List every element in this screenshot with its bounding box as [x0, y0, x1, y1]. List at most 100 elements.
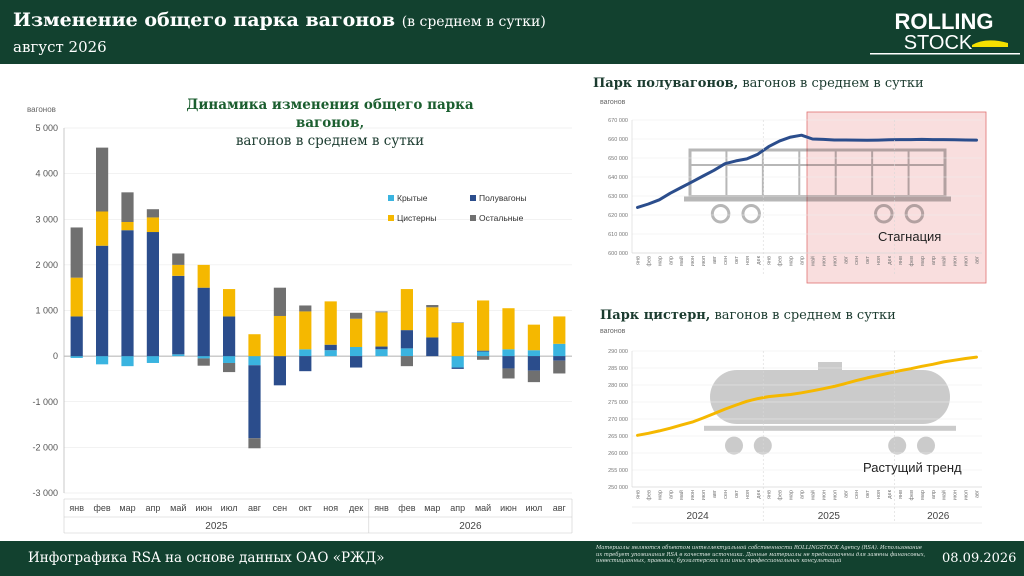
- bar-segment-tank: [451, 322, 464, 357]
- main-ytick-label: 4 000: [35, 169, 58, 179]
- tankChart-xtick-label: мар: [657, 490, 663, 500]
- bar-segment-gondola: [70, 316, 83, 357]
- stagnation-label: Стагнация: [878, 229, 942, 244]
- bar-segment-covered: [172, 354, 185, 357]
- bar-segment-other: [248, 438, 261, 449]
- gondolaChart-xtick-label: авг: [843, 256, 849, 264]
- gondolaChart-xtick-label: сен: [854, 256, 860, 265]
- bar-segment-covered: [70, 356, 83, 358]
- tankChart-xtick-label: сен: [723, 490, 729, 499]
- tankChart-ytick-label: 275 000: [608, 400, 628, 406]
- bar-segment-gondola: [502, 356, 515, 369]
- bar-segment-tank: [426, 307, 439, 338]
- bar-segment-covered: [121, 356, 134, 367]
- tankChart-xtick-label: фев: [909, 490, 915, 501]
- bar-segment-other: [527, 370, 540, 383]
- gondolaChart-xtick-label: апр: [931, 256, 937, 265]
- gondolaChart-ytick-label: 650 000: [608, 156, 628, 162]
- tankChart-xtick-label: дек: [756, 489, 762, 498]
- tankChart-xtick-label: ноя: [745, 490, 751, 499]
- bar-segment-other: [273, 287, 286, 316]
- legend-label-covered: Крытые: [397, 193, 428, 203]
- gondolaChart-xtick-label: сен: [723, 256, 729, 265]
- gondolaChart-xtick-label: ноя: [745, 256, 751, 265]
- gondolaChart-xtick-label: май: [678, 256, 685, 266]
- legend-label-other: Остальные: [479, 213, 524, 223]
- gondola-wagon-wheel: [904, 204, 925, 224]
- bar-segment-other: [197, 358, 210, 366]
- main-xtick-label: мар: [119, 503, 135, 513]
- main-ytick-label: 3 000: [35, 214, 58, 224]
- gondolaChart-xtick-label: фев: [909, 256, 915, 267]
- bar-segment-tank: [350, 318, 363, 347]
- bar-segment-tank: [273, 315, 286, 357]
- bar-segment-gondola: [477, 350, 490, 352]
- tankChart-xtick-label: окт: [865, 490, 871, 499]
- tankChart-xtick-label: июл: [964, 490, 970, 500]
- logo-line1: ROLLING: [895, 9, 994, 34]
- legend-label-tank: Цистерны: [397, 213, 437, 223]
- main-ytick-label: 0: [53, 351, 58, 361]
- main-xtick-label: май: [475, 503, 491, 513]
- gondolaChart-xtick-label: май: [810, 256, 817, 266]
- tankChart-ytick-label: 270 000: [608, 417, 628, 423]
- bar-segment-tank: [96, 211, 109, 246]
- main-bar-chart: -3 000 -2 000 -1 000 0 1 000 2 000 3 000 4 000 5…: [32, 123, 573, 534]
- tankChart-xtick-label: авг: [843, 490, 849, 498]
- bar-segment-other: [426, 305, 439, 308]
- main-xtick-label: май: [170, 503, 186, 513]
- gondola-wagon-wheel: [710, 204, 731, 224]
- gondolaChart-xtick-label: апр: [800, 256, 806, 265]
- main-xtick-label: апр: [450, 503, 465, 513]
- page-title: Изменение общего парка вагонов (в средне…: [13, 9, 546, 31]
- bar-segment-gondola: [527, 356, 540, 371]
- bar-segment-gondola: [375, 346, 388, 350]
- bar-segment-other: [502, 368, 515, 379]
- main-year-label: 2026: [459, 521, 482, 532]
- gondolaChart-xtick-label: июн: [690, 256, 696, 266]
- bar-segment-other: [223, 362, 236, 373]
- tankChart-ytick-label: 290 000: [608, 349, 628, 355]
- tank-wagon-wheel: [917, 436, 935, 455]
- main-chart-title: Динамика изменения общего парка вагонов,…: [150, 96, 510, 150]
- bar-segment-tank: [299, 311, 312, 350]
- bar-segment-tank: [248, 334, 261, 357]
- tank-chart-title-rest: вагонов в среднем в сутки: [714, 308, 896, 323]
- main-chart-title-line1: Динамика изменения общего парка вагонов,: [186, 97, 474, 131]
- bar-segment-gondola: [426, 337, 439, 357]
- bar-segment-tank: [527, 324, 540, 351]
- tankChart-xtick-label: мар: [789, 490, 795, 500]
- tankChart-xtick-label: июн: [690, 490, 696, 500]
- tankChart-ytick-label: 255 000: [608, 468, 628, 474]
- gondolaChart-xtick-label: мар: [920, 256, 926, 266]
- legend-item-covered: Крытые: [388, 193, 428, 203]
- main-xtick-label: дек: [349, 503, 363, 513]
- bar-segment-other: [172, 253, 185, 265]
- bar-segment-gondola: [96, 245, 109, 357]
- tankChart-xtick-label: дек: [887, 489, 893, 498]
- bar-segment-other: [70, 227, 83, 278]
- legend-label-gondola: Полувагоны: [479, 193, 527, 203]
- tankChart-xtick-label: янв: [767, 490, 773, 499]
- tankChart-xtick-label: май: [810, 490, 817, 500]
- legend-swatch-gondola: [470, 195, 476, 201]
- main-xtick-label: фев: [398, 503, 415, 513]
- bar-segment-gondola: [350, 356, 363, 368]
- bar-segment-other: [553, 360, 566, 374]
- gondolaChart-xtick-label: фев: [646, 256, 652, 267]
- bar-segment-other: [451, 322, 464, 323]
- gondola-wagon-wheel: [874, 204, 894, 224]
- main-xtick-label: окт: [299, 503, 312, 513]
- tankChart-xtick-label: фев: [646, 490, 652, 501]
- tank-chart-title: Парк цистерн, вагонов в среднем в сутки: [600, 308, 896, 323]
- gondolaChart-xtick-label: июл: [964, 256, 970, 266]
- bar-segment-tank: [477, 300, 490, 351]
- bar-segment-other: [400, 356, 413, 367]
- bar-segment-covered: [248, 356, 261, 366]
- main-chart-unit: вагонов: [27, 105, 56, 114]
- main-xtick-label: янв: [69, 503, 84, 513]
- logo-train-icon: [972, 40, 1008, 47]
- gondolaChart-xtick-label: янв: [898, 256, 904, 265]
- gondola-wagon-wheel: [741, 204, 761, 224]
- tank-wagon-wheel: [753, 436, 772, 455]
